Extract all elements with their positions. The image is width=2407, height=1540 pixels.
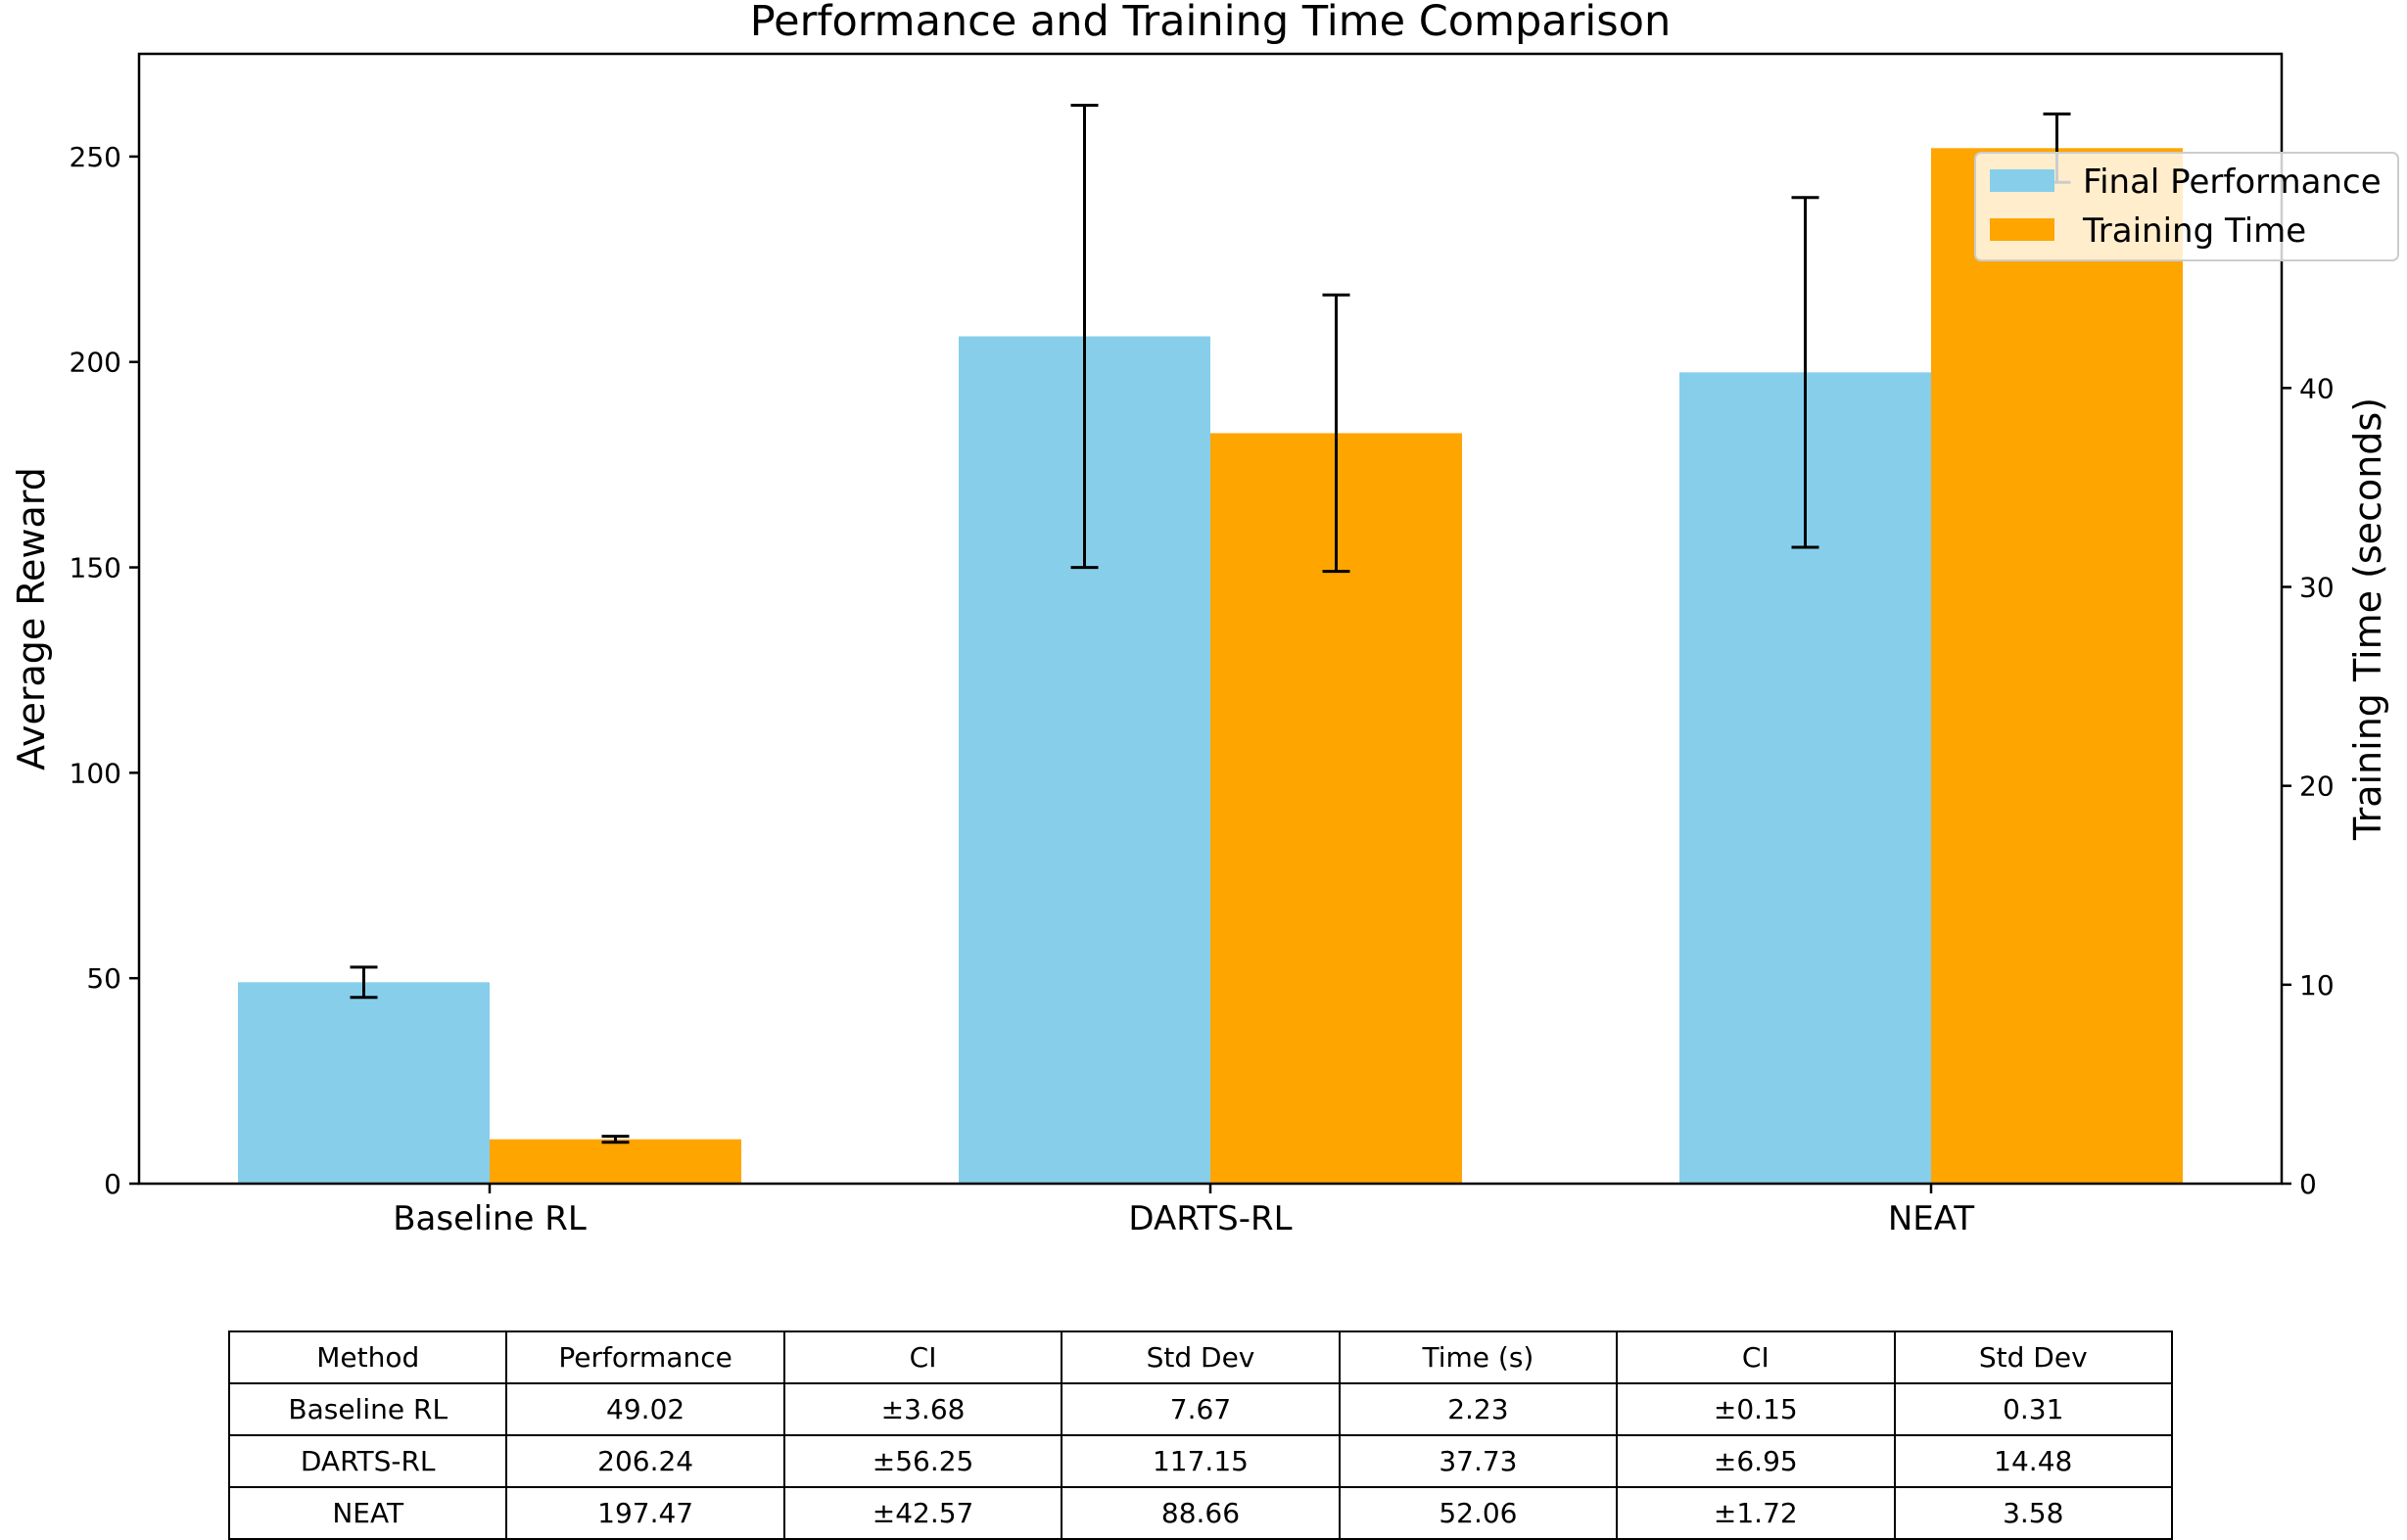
y2-tick-label: 30 — [2299, 571, 2335, 603]
x-tick-label: NEAT — [1888, 1199, 1975, 1238]
x-axis: Baseline RL DARTS-RL NEAT — [393, 1184, 1974, 1238]
y-tick-label: 150 — [70, 552, 121, 584]
table-cell: DARTS-RL — [227, 1434, 508, 1488]
table-header-cell: Std Dev — [1061, 1330, 1341, 1384]
bar — [490, 1139, 741, 1184]
table-cell: 0.31 — [1893, 1382, 2174, 1436]
error-bars-layer — [350, 103, 2071, 1144]
y-tick-label: 0 — [104, 1168, 121, 1200]
right-y-axis: 0 10 20 30 40 — [2282, 372, 2335, 1200]
table-row: NEAT 197.47 ±42.57 88.66 52.06 ±1.72 3.5… — [227, 1486, 2174, 1540]
table-cell: ±42.57 — [782, 1486, 1063, 1540]
legend-label-training-time: Training Time — [2082, 211, 2306, 251]
y2-tick-label: 0 — [2299, 1168, 2317, 1200]
y-tick-label: 250 — [70, 141, 121, 173]
table-row: DARTS-RL 206.24 ±56.25 117.15 37.73 ±6.9… — [227, 1434, 2174, 1488]
legend-frame — [1974, 152, 2399, 261]
table-header-cell: Std Dev — [1893, 1330, 2174, 1384]
x-tick-label: DARTS-RL — [1128, 1199, 1292, 1238]
y2-tick-label: 40 — [2299, 372, 2335, 404]
table-header-cell: CI — [782, 1330, 1063, 1384]
y-tick-label: 100 — [70, 757, 121, 789]
table-cell: 206.24 — [505, 1434, 785, 1488]
bar — [1931, 148, 2183, 1184]
table-cell: 88.66 — [1061, 1486, 1341, 1540]
table-cell: 52.06 — [1338, 1486, 1619, 1540]
table-cell: 2.23 — [1338, 1382, 1619, 1436]
table-cell: ±6.95 — [1616, 1434, 1896, 1488]
x-tick-label: Baseline RL — [393, 1199, 587, 1238]
bars-layer — [238, 148, 2183, 1184]
table-header-cell: CI — [1616, 1330, 1896, 1384]
table-cell: Baseline RL — [227, 1382, 508, 1436]
left-y-axis-label: Average Reward — [10, 467, 53, 770]
table-cell: 49.02 — [505, 1382, 785, 1436]
table-row: Baseline RL 49.02 ±3.68 7.67 2.23 ±0.15 … — [227, 1382, 2174, 1436]
table-cell: ±1.72 — [1616, 1486, 1896, 1540]
table-cell: NEAT — [227, 1486, 508, 1540]
table-cell: 197.47 — [505, 1486, 785, 1540]
left-y-axis: 0 50 100 150 200 250 — [70, 141, 139, 1200]
table-cell: ±0.15 — [1616, 1382, 1896, 1436]
table-cell: ±56.25 — [782, 1434, 1063, 1488]
bar — [238, 982, 490, 1184]
legend: Final Performance Training Time — [1974, 152, 2399, 261]
stats-table: Method Performance CI Std Dev Time (s) C… — [227, 1330, 2174, 1540]
chart-title: Performance and Training Time Comparison — [750, 0, 1671, 46]
table-header-cell: Method — [227, 1330, 508, 1384]
legend-swatch-final-performance — [1990, 169, 2054, 192]
legend-label-final-performance: Final Performance — [2083, 163, 2382, 202]
table-cell: 37.73 — [1338, 1434, 1619, 1488]
table-cell: 3.58 — [1893, 1486, 2174, 1540]
table-cell: 7.67 — [1061, 1382, 1341, 1436]
table-cell: 14.48 — [1893, 1434, 2174, 1488]
y2-tick-label: 10 — [2299, 969, 2335, 1002]
chart: Performance and Training Time Comparison… — [10, 0, 2399, 1238]
y-tick-label: 200 — [70, 347, 121, 379]
table-cell: ±3.68 — [782, 1382, 1063, 1436]
table-header-row: Method Performance CI Std Dev Time (s) C… — [227, 1330, 2174, 1384]
table-cell: 117.15 — [1061, 1434, 1341, 1488]
right-y-axis-label: Training Time (seconds) — [2346, 397, 2389, 841]
y2-tick-label: 20 — [2299, 770, 2335, 803]
table-header-cell: Performance — [505, 1330, 785, 1384]
table-header-cell: Time (s) — [1338, 1330, 1619, 1384]
y-tick-label: 50 — [86, 962, 121, 995]
legend-swatch-training-time — [1990, 218, 2054, 241]
